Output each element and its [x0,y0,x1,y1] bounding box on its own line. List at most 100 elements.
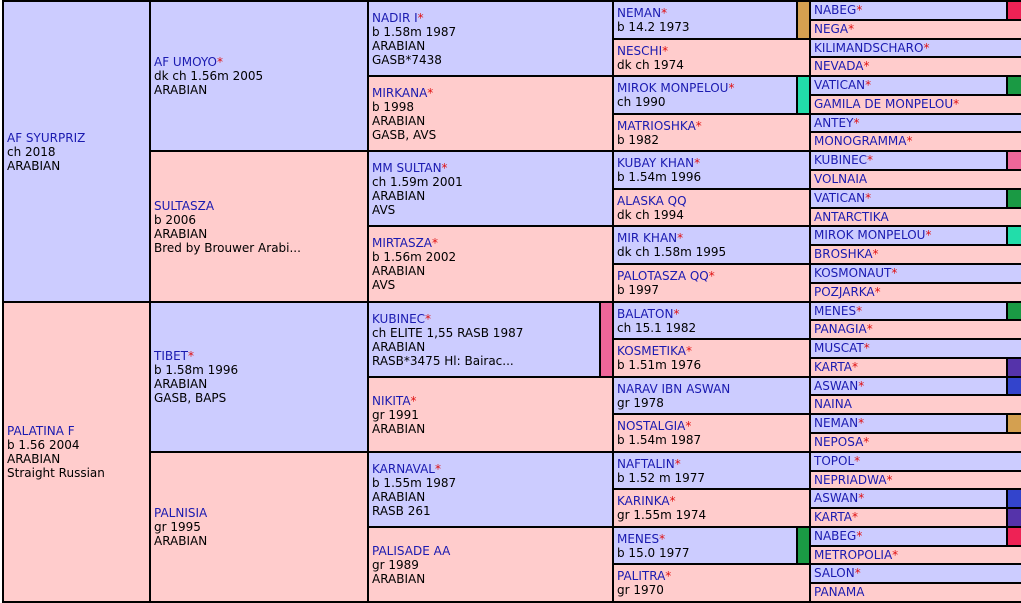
horse-name-link[interactable]: PANAMA [814,585,865,599]
horse-name-link[interactable]: TOPOL [814,454,855,468]
horse-name-link[interactable]: KARTA [814,510,852,524]
horse-name-link[interactable]: SULTASZA [154,198,215,213]
horse-name-link[interactable]: AF UMOYO [154,55,217,69]
horse-detail-line: AVS [372,278,396,292]
horse-name-line: METROPOLIA* [814,547,1018,562]
horse-detail-line: GASB*7438 [372,52,442,67]
horse-name-link[interactable]: NEPOSA [814,435,864,449]
horse-name-link[interactable]: AF SYURPRIZ [7,130,86,145]
horse-name-link[interactable]: MM SULTAN [372,160,442,175]
horse-name-link[interactable]: POZJARKA [814,285,875,299]
horse-name-link[interactable]: NEVADA [814,59,864,73]
horse-name-link[interactable]: KOSMETIKA [617,344,686,358]
horse-name-link[interactable]: MIR KHAN [617,231,678,245]
horse-name-link[interactable]: VOLNAIA [814,172,868,186]
registered-asterisk: * [695,118,702,133]
horse-name-link[interactable]: NABEG [814,529,857,543]
registered-asterisk: * [665,569,672,583]
horse-name-link[interactable]: MONOGRAMMA [814,134,907,148]
horse-name-line: ASWAN* [814,378,1003,393]
horse-name-link[interactable]: MENES [617,531,660,546]
horse-name-link[interactable]: VATICAN [814,191,866,205]
horse-name-link[interactable]: NIKITA [372,393,411,408]
horse-detail-line: GASB, BAPS [154,391,227,405]
horse-detail-line: b 1982 [617,132,659,147]
horse-name-link[interactable]: KUBINEC [372,311,426,326]
sire-cell: KARNAVAL* b 1.55m 1987 ARABIAN RASB 261 [367,451,616,528]
horse-name-link[interactable]: NOSTALGIA [617,419,686,433]
horse-name-link[interactable]: ALASKA QQ [617,193,687,208]
horse-name-link[interactable]: NEMAN [814,416,859,430]
horse-detail-line: ARABIAN [154,226,208,241]
horse-name-link[interactable]: KARINKA [617,494,670,508]
horse-name-link[interactable]: MIROK MONPELOU [814,228,926,242]
horse-name-link[interactable]: MIRTASZA [372,236,433,250]
registered-asterisk: * [923,40,930,55]
horse-name-link[interactable]: KOSMONAUT [814,266,892,280]
horse-detail-line: ch 1990 [617,95,666,109]
sire-cell: MENES* [809,301,1021,321]
horse-name-link[interactable]: NAINA [814,397,852,411]
horse-name-line: BALATON* [617,307,808,321]
horse-name-link[interactable]: PALNISIA [154,506,208,520]
horse-name-line: MIRTASZA* [372,236,611,250]
horse-name-link[interactable]: NARAV IBN ASWAN [617,381,731,396]
horse-name-link[interactable]: KILIMANDSCHARO [814,40,924,55]
dam-cell: MIRTASZA* b 1.56m 2002 ARABIAN AVS [367,225,616,303]
horse-name-line: MIROK MONPELOU* [814,229,1003,242]
horse-name-link[interactable]: METROPOLIA [814,547,893,562]
horse-name-link[interactable]: GAMILA DE MONPELOU [814,97,954,111]
horse-name-link[interactable]: PALATINA F [7,424,75,438]
horse-name-link[interactable]: MUSCAT [814,341,864,355]
horse-name-link[interactable]: MENES [814,303,857,318]
horse-name-line: VATICAN* [814,79,1003,92]
horse-name-link[interactable]: KUBINEC [814,153,868,167]
horse-name-link[interactable]: SALON [814,566,855,580]
horse-name-line: NARAV IBN ASWAN [617,382,808,396]
horse-detail-line: ARABIAN [154,534,208,548]
horse-name-link[interactable]: PALITRA [617,569,666,583]
sire-cell: NABEG* [809,526,1021,547]
horse-name-link[interactable]: TIBET [154,349,189,363]
horse-name-line: VATICAN* [814,192,1003,205]
horse-name-link[interactable]: BROSHKA [814,247,873,261]
horse-name-link[interactable]: KUBAY KHAN [617,156,695,170]
dam-cell: KARTA* [809,357,1021,378]
dam-cell: NAINA [809,394,1021,415]
registered-asterisk: * [872,247,879,261]
horse-name-line: MUSCAT* [814,342,1018,355]
horse-name-line: AF SYURPRIZ [7,131,148,145]
horse-name-link[interactable]: ANTEY [814,115,854,130]
horse-name-link[interactable]: MIRKANA [372,85,428,100]
registered-asterisk: * [863,435,870,449]
dam-cell: NEGA* [809,19,1021,40]
horse-name-link[interactable]: VATICAN [814,78,866,92]
horse-name-link[interactable]: MATRIOSHKA [617,118,696,133]
horse-name-link[interactable]: NEPRIADWA [814,472,887,487]
registered-asterisk: * [674,456,681,471]
horse-detail-line: ARABIAN [372,571,426,586]
registered-asterisk: * [906,134,913,148]
horse-name-link[interactable]: NESCHI [617,43,663,58]
sire-cell: KUBINEC* ch ELITE 1,55 RASB 1987 ARABIAN RA… [367,301,616,378]
horse-name-link[interactable]: PALOTASZA QQ [617,269,709,283]
horse-name-link[interactable]: ANTARCTIKA [814,209,889,224]
horse-detail-line: ARABIAN [372,188,426,203]
horse-name-link[interactable]: KARNAVAL [372,461,435,476]
horse-name-link[interactable]: PANAGIA [814,322,867,336]
horse-name-line: SALON* [814,567,1018,580]
horse-name-line: BROSHKA* [814,248,1018,261]
horse-name-link[interactable]: ASWAN [814,491,859,505]
horse-name-link[interactable]: NAFTALIN [617,456,675,471]
horse-name-link[interactable]: NEMAN [617,6,662,20]
horse-name-link[interactable]: BALATON [617,306,674,321]
horse-detail-line: RASB 261 [372,503,431,518]
horse-name-line: KUBINEC* [372,312,596,326]
horse-name-link[interactable]: PALISADE AA [372,543,451,558]
horse-name-link[interactable]: MIROK MONPELOU [617,81,729,95]
horse-name-link[interactable]: ASWAN [814,378,859,393]
horse-name-link[interactable]: NEGA [814,22,849,36]
horse-name-link[interactable]: KARTA [814,360,852,374]
horse-name-link[interactable]: NABEG [814,3,857,17]
horse-name-link[interactable]: NADIR I [372,10,418,25]
